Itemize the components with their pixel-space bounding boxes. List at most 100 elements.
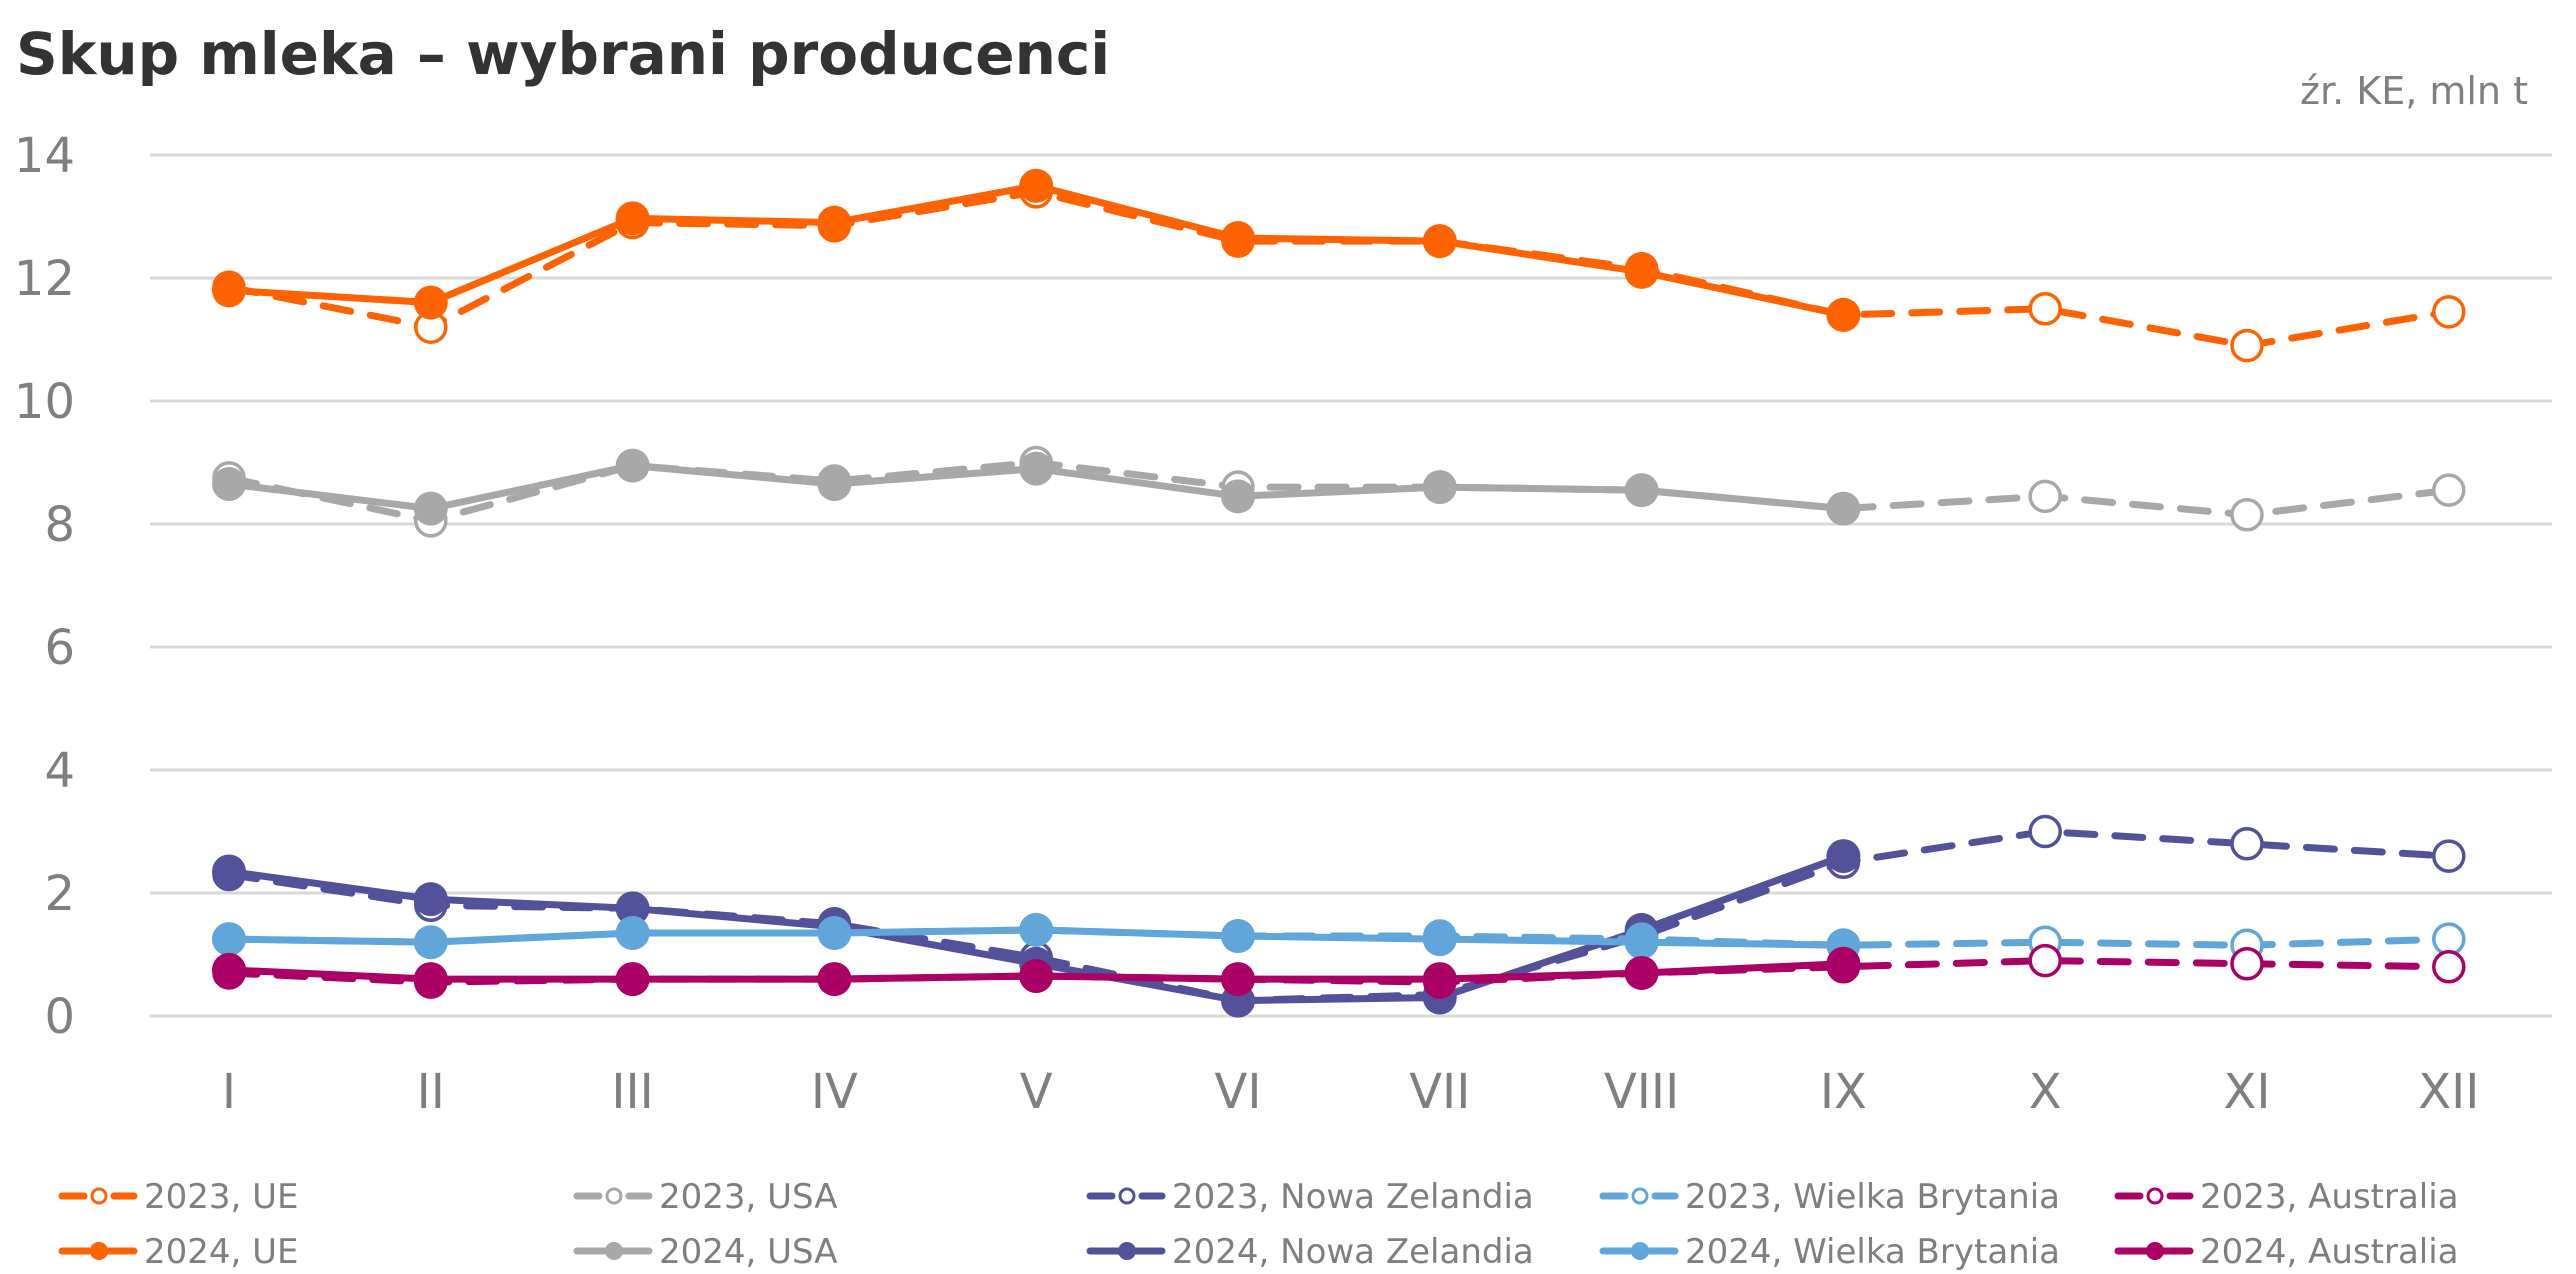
data-point [2230, 827, 2264, 861]
data-point [615, 891, 650, 926]
x-tick-label: XI [2223, 1064, 2270, 1120]
legend-item: 2024, UE [58, 1232, 299, 1272]
y-tick-label: 2 [44, 866, 75, 922]
legend-label: 2023, Nowa Zelandia [1172, 1177, 1534, 1217]
data-point [1422, 922, 1457, 957]
data-point [1221, 919, 1255, 954]
legend-item: 2023, USA [573, 1177, 838, 1217]
legend-marker [605, 1242, 623, 1260]
data-point [1624, 254, 1659, 289]
legend-item: 2024, Australia [2114, 1232, 2459, 1272]
data-point [615, 201, 650, 236]
legend-label: 2024, Nowa Zelandia [1172, 1232, 1534, 1272]
data-point [413, 962, 448, 997]
data-point [413, 925, 448, 960]
data-point [817, 205, 852, 240]
legend-marker [1631, 1187, 1649, 1205]
legend-label: 2024, USA [659, 1232, 838, 1272]
x-tick-label: II [417, 1064, 445, 1120]
x-tick-label: VI [1215, 1064, 1262, 1120]
data-point [1019, 168, 1054, 203]
data-point [413, 491, 448, 526]
data-point [413, 285, 448, 320]
legend-marker [2146, 1242, 2164, 1260]
y-tick-label: 6 [44, 620, 75, 676]
data-point [2432, 950, 2466, 984]
series-2023-ue [212, 175, 2466, 363]
x-tick-label: VII [1409, 1064, 1470, 1120]
data-point [615, 915, 650, 950]
series-line [225, 828, 2453, 1005]
data-point [1221, 221, 1255, 256]
data-point [817, 962, 852, 997]
data-point [817, 915, 852, 950]
legend-label: 2023, USA [659, 1177, 838, 1217]
data-point [1624, 473, 1659, 508]
y-tick-label: 4 [44, 743, 75, 799]
data-point [2432, 839, 2466, 873]
data-point [212, 952, 246, 987]
legend-label: 2024, UE [144, 1232, 299, 1272]
legend-marker [90, 1187, 108, 1205]
data-point [2432, 922, 2466, 956]
legend-item: 2023, Australia [2114, 1177, 2459, 1217]
gridlines [150, 153, 2552, 1018]
data-point [1624, 955, 1659, 990]
legend-item: 2023, UE [58, 1177, 299, 1217]
x-axis-ticks: I II III IV V VI VII VIII IX X XI XII [222, 1064, 2479, 1120]
data-point [212, 273, 246, 308]
data-point [1019, 959, 1054, 994]
y-tick-label: 8 [44, 497, 75, 553]
series-2023-nowa-zelandia [212, 814, 2466, 1018]
legend-item: 2024, Wielka Brytania [1599, 1232, 2060, 1272]
data-point [1624, 925, 1659, 960]
y-tick-label: 10 [14, 374, 75, 430]
data-point [615, 962, 650, 997]
x-tick-label: III [611, 1064, 653, 1120]
legend-item: 2024, Nowa Zelandia [1086, 1232, 1534, 1272]
series-2023-australia [212, 943, 2466, 999]
series-2024-usa [212, 448, 1861, 526]
legend-label: 2023, Wielka Brytania [1685, 1177, 2060, 1217]
legend: 2023, UE 2023, USA 2023, Nowa Zelandia 2023… [58, 1177, 2459, 1272]
x-tick-label: VIII [1604, 1064, 1679, 1120]
x-tick-label: IX [1820, 1064, 1867, 1120]
data-point [2230, 328, 2264, 363]
data-point [1019, 451, 1054, 486]
legend-item: 2023, Nowa Zelandia [1086, 1177, 1534, 1217]
data-point [212, 854, 246, 889]
series-2024-australia [212, 946, 1861, 997]
data-point [1422, 470, 1457, 505]
y-tick-label: 12 [14, 251, 75, 307]
data-point [2230, 498, 2264, 532]
data-point [2432, 295, 2466, 329]
legend-marker [2146, 1187, 2164, 1205]
data-point [1826, 839, 1861, 874]
x-tick-label: IV [811, 1064, 858, 1120]
legend-item: 2023, Wielka Brytania [1599, 1177, 2060, 1217]
legend-marker [90, 1242, 108, 1260]
legend-label: 2024, Wielka Brytania [1685, 1232, 2060, 1272]
data-point [1221, 479, 1255, 514]
y-axis-ticks: 0 2 4 6 8 10 12 14 [14, 128, 75, 1045]
data-point [2230, 946, 2264, 981]
y-tick-label: 14 [14, 128, 75, 184]
legend-marker [605, 1187, 623, 1205]
data-point [615, 448, 650, 483]
legend-marker [1118, 1242, 1136, 1260]
y-tick-label: 0 [44, 989, 75, 1045]
source-note: źr. KE, mln t [2300, 69, 2528, 113]
legend-label: 2023, Australia [2200, 1177, 2459, 1217]
data-point [1019, 912, 1054, 947]
x-tick-label: I [222, 1064, 236, 1120]
legend-marker [1118, 1187, 1136, 1205]
chart-title: Skup mleka – wybrani producenci [16, 20, 1110, 88]
data-point [2028, 479, 2062, 514]
data-point [1422, 224, 1457, 259]
data-point [1826, 297, 1861, 332]
legend-label: 2023, UE [144, 1177, 299, 1217]
series-layer [212, 168, 2466, 1018]
data-point [2028, 943, 2062, 978]
x-tick-label: V [1020, 1064, 1053, 1120]
